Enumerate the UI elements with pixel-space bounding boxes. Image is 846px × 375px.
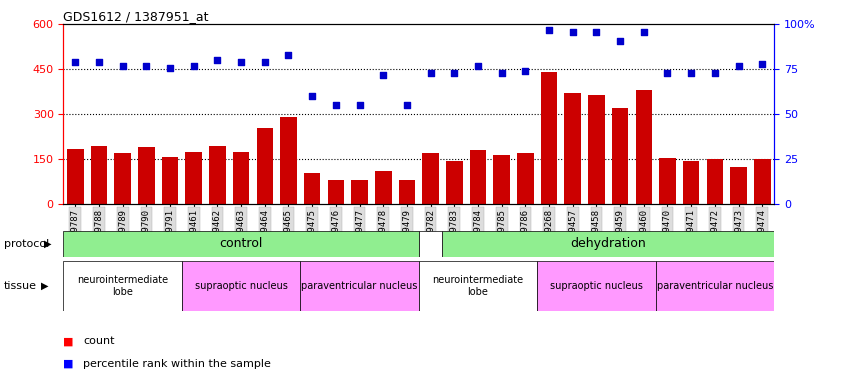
Bar [446,161,463,204]
Bar [304,173,321,204]
Point [187,63,201,69]
Point [400,102,414,108]
Bar [659,158,676,204]
Text: ▶: ▶ [41,281,48,291]
Bar [375,171,392,204]
Point [755,61,769,67]
Point [329,102,343,108]
Point [613,38,627,44]
Bar [541,72,558,204]
Bar [683,161,700,204]
Bar [185,152,202,204]
Point [92,59,106,65]
Point [661,70,674,76]
Bar [63,261,182,311]
Point [732,63,745,69]
Bar [300,261,419,311]
Text: supraoptic nucleus: supraoptic nucleus [550,281,643,291]
Text: count: count [83,336,114,346]
Point [376,72,390,78]
Text: control: control [219,237,263,250]
Bar [612,108,629,204]
Point [708,70,722,76]
Point [424,70,437,76]
Text: ■: ■ [63,336,74,346]
Text: neurointermediate
lobe: neurointermediate lobe [432,275,524,297]
Bar [706,159,723,204]
Point [211,57,224,63]
Bar [730,167,747,204]
Text: tissue: tissue [4,281,37,291]
Bar [256,128,273,204]
Point [637,28,651,34]
Point [305,93,319,99]
Bar [442,231,774,257]
Point [116,63,129,69]
Bar [470,150,486,204]
Point [471,63,485,69]
Bar [419,231,442,257]
Text: ■: ■ [63,359,74,369]
Point [140,63,153,69]
Text: ▶: ▶ [44,239,52,249]
Bar [635,90,652,204]
Bar [517,153,534,204]
Bar [114,153,131,204]
Text: percentile rank within the sample: percentile rank within the sample [83,359,271,369]
Bar [327,180,344,204]
Bar [67,149,84,204]
Bar [656,261,774,311]
Bar [280,117,297,204]
Point [542,27,556,33]
Bar [233,152,250,204]
Bar [398,180,415,204]
Bar [537,261,656,311]
Bar [588,95,605,204]
Bar [209,146,226,204]
Bar [162,157,179,204]
Text: paraventricular nucleus: paraventricular nucleus [301,281,418,291]
Bar [493,155,510,204]
Text: neurointermediate
lobe: neurointermediate lobe [77,275,168,297]
Point [448,70,461,76]
Bar [351,180,368,204]
Point [258,59,272,65]
Bar [419,261,537,311]
Text: supraoptic nucleus: supraoptic nucleus [195,281,288,291]
Bar [63,231,419,257]
Point [495,70,508,76]
Point [684,70,698,76]
Bar [422,153,439,204]
Point [519,68,532,74]
Point [353,102,366,108]
Point [566,28,580,34]
Bar [182,261,300,311]
Point [234,59,248,65]
Text: dehydration: dehydration [570,237,646,250]
Text: protocol: protocol [4,239,49,249]
Bar [564,93,581,204]
Bar [138,147,155,204]
Bar [754,159,771,204]
Text: paraventricular nucleus: paraventricular nucleus [656,281,773,291]
Bar [91,146,107,204]
Text: GDS1612 / 1387951_at: GDS1612 / 1387951_at [63,10,209,23]
Point [163,64,177,70]
Point [590,28,603,34]
Point [282,52,295,58]
Point [69,59,82,65]
